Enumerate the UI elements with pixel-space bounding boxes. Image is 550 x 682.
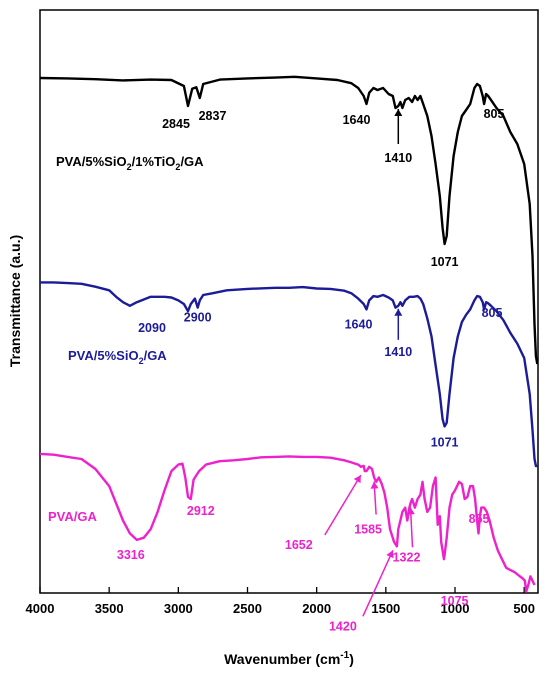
annotation-arrow-line [362, 549, 394, 617]
peak-annotation: 1410 [384, 345, 412, 359]
plot-frame [39, 9, 539, 594]
peak-annotation: 1410 [384, 151, 412, 165]
x-tick-label: 3000 [164, 601, 193, 616]
peak-annotation: 3316 [117, 548, 145, 562]
series-label: PVA/5%SiO2/1%TiO2/GA [56, 154, 204, 172]
peak-annotation: 1652 [285, 538, 313, 552]
annotation-arrow-head [406, 507, 415, 515]
annotation-arrow-head [370, 481, 379, 489]
peak-annotation: 805 [482, 306, 503, 320]
series-labels: PVA/5%SiO2/1%TiO2/GA PVA/5%SiO2/GA PVA/GA [48, 154, 204, 524]
series-line [39, 75, 539, 365]
peak-annotation: 1075 [441, 594, 469, 608]
series-group [39, 75, 539, 593]
x-axis-ticks: 4000 3500 3000 2500 2000 1500 1000 500 [26, 587, 535, 616]
annotation-arrow-line [324, 474, 362, 536]
peak-annotation: 2837 [199, 109, 227, 123]
peak-annotation: 1585 [354, 523, 382, 537]
peak-annotation: 1322 [393, 550, 421, 564]
series-line [40, 281, 538, 468]
x-tick-label: 3500 [95, 601, 124, 616]
peak-annotation: 1640 [345, 317, 373, 331]
series-line [39, 452, 536, 593]
peak-annotation: 2090 [138, 321, 166, 335]
peak-annotation: 855 [469, 512, 490, 526]
x-tick-label: 4000 [26, 601, 55, 616]
x-axis-title: Wavenumber (cm-1) [224, 650, 354, 667]
peak-annotation: 2900 [184, 311, 212, 325]
x-tick-label: 2000 [302, 601, 331, 616]
x-tick-label: 500 [513, 601, 535, 616]
peak-annotation: 1420 [329, 619, 357, 633]
peak-annotation: 2912 [187, 504, 215, 518]
peak-annotation: 1071 [431, 435, 459, 449]
x-tick-label: 2500 [233, 601, 262, 616]
annotation-arrow-head [386, 550, 394, 559]
peak-annotation: 1071 [431, 255, 459, 269]
series-label: PVA/GA [48, 509, 97, 524]
annotations-group: 2845 2837 1640 1410 1071 805 2090 2900 1640 1410 1… [117, 107, 505, 633]
y-axis-title: Transmittance (a.u.) [7, 235, 23, 367]
x-tick-label: 1500 [371, 601, 400, 616]
peak-annotation: 1640 [343, 113, 371, 127]
series-label: PVA/5%SiO2/GA [68, 348, 167, 366]
annotation-arrow-head [394, 308, 403, 316]
annotation-arrow-head [353, 475, 361, 484]
peak-annotation: 805 [484, 107, 505, 121]
x-tick-label: 1000 [441, 601, 470, 616]
peak-annotation: 2845 [162, 117, 190, 131]
annotation-arrow-head [394, 109, 403, 116]
